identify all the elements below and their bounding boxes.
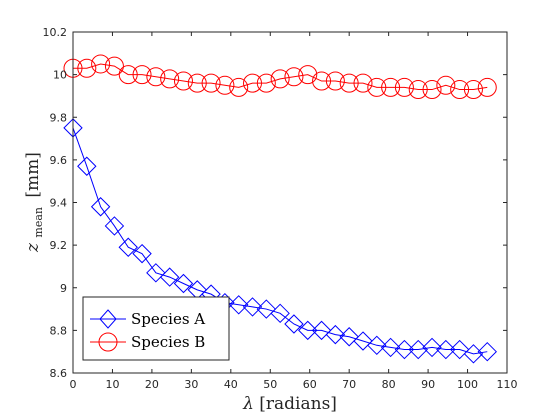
y-axis-subscript: mean	[32, 207, 45, 238]
data-point-species-b-17	[298, 65, 318, 85]
data-point-species-a-3	[104, 216, 125, 236]
x-tick-label-6: 60	[303, 378, 317, 391]
legend-box	[82, 296, 230, 361]
data-point-species-b-18	[312, 71, 332, 91]
data-point-species-b-7	[160, 69, 180, 89]
data-point-species-a-24	[394, 339, 415, 360]
data-point-species-b-16	[284, 67, 304, 87]
data-point-species-b-3	[104, 56, 124, 76]
series-layer	[63, 54, 497, 364]
data-point-species-a-22	[367, 335, 387, 356]
data-point-species-a-6	[146, 263, 166, 283]
data-point-species-a-13	[242, 297, 263, 317]
y-tick-label-2: 9	[60, 282, 67, 295]
data-point-species-a-18	[311, 320, 332, 341]
data-point-species-b-6	[146, 67, 166, 87]
x-tick-label-8: 80	[382, 378, 396, 391]
data-point-species-b-26	[422, 80, 442, 100]
data-point-species-b-13	[243, 73, 263, 93]
x-tick-label-2: 20	[145, 378, 159, 391]
data-point-species-a-1	[77, 156, 97, 176]
x-tick-label-4: 40	[224, 378, 238, 391]
x-tick-label-7: 70	[342, 378, 356, 391]
data-point-species-a-2	[90, 197, 111, 217]
data-point-species-a-30	[477, 341, 497, 362]
legend-marker-species-b	[98, 332, 118, 352]
x-tick-label-11: 110	[497, 378, 518, 391]
data-point-species-a-12	[229, 295, 249, 315]
data-point-species-b-5	[132, 65, 152, 85]
x-axis-label: λ [radians]	[242, 394, 337, 414]
data-point-species-b-25	[408, 80, 428, 100]
data-point-species-a-27	[436, 339, 456, 360]
data-point-species-b-1	[77, 58, 97, 78]
data-point-species-b-30	[477, 77, 497, 97]
x-axis-unit: [radians]	[259, 394, 337, 414]
x-tick-label-10: 100	[457, 378, 478, 391]
data-point-species-b-24	[394, 77, 414, 97]
data-point-species-a-21	[353, 331, 373, 351]
data-point-species-b-2	[91, 54, 111, 74]
data-point-species-b-21	[353, 73, 373, 93]
x-tick-label-9: 90	[421, 378, 435, 391]
x-tick-label-3: 30	[184, 378, 198, 391]
legend-label-species-a: Species A	[131, 310, 205, 328]
data-point-species-b-29	[463, 80, 483, 100]
data-point-species-b-11	[215, 75, 235, 95]
y-axis-label: z mean [mm]	[23, 152, 47, 253]
data-point-species-a-14	[256, 299, 277, 319]
series-line-species-b	[73, 63, 488, 91]
data-point-species-a-28	[449, 339, 470, 360]
data-point-species-a-26	[422, 337, 442, 358]
data-point-species-b-15	[270, 69, 290, 89]
y-tick-label-0: 8.6	[50, 367, 68, 380]
data-point-species-b-22	[367, 77, 387, 97]
data-point-species-a-7	[159, 267, 180, 287]
series-line-species-a	[72, 127, 488, 355]
legend-label-species-b: Species B	[131, 333, 205, 351]
y-tick-label-5: 9.6	[50, 154, 68, 167]
x-tick-label-1: 10	[105, 378, 119, 391]
data-point-species-b-19	[325, 71, 345, 91]
y-tick-label-7: 10	[53, 69, 67, 82]
x-tick-label-5: 50	[263, 378, 277, 391]
series-species-b	[63, 54, 497, 100]
legend: Species A Species B	[82, 296, 230, 361]
data-point-species-b-8	[173, 71, 193, 91]
y-tick-label-8: 10.2	[43, 26, 68, 39]
y-tick-label-6: 9.8	[50, 111, 68, 124]
data-point-species-a-4	[118, 237, 138, 257]
legend-marker-species-a	[99, 309, 117, 329]
data-point-species-b-12	[229, 77, 249, 97]
data-point-species-b-20	[339, 73, 359, 93]
data-point-species-a-8	[173, 273, 194, 294]
data-point-species-a-23	[380, 337, 401, 358]
y-axis-symbol: z	[23, 242, 43, 253]
data-point-species-a-20	[339, 327, 359, 347]
data-point-species-a-15	[270, 303, 290, 324]
x-axis-symbol: λ	[242, 394, 254, 414]
data-point-species-b-10	[201, 73, 221, 93]
data-point-species-b-14	[256, 73, 276, 93]
data-point-species-a-17	[298, 320, 318, 341]
y-tick-label-4: 9.4	[50, 197, 68, 210]
tick-layer: 0 10 20 30 40 50 60 70 80 90 100 110 8.6 8.8 9 9.2 9.4 9.…	[43, 26, 518, 391]
data-point-species-a-5	[132, 243, 152, 264]
x-tick-label-0: 0	[70, 378, 77, 391]
data-point-species-b-27	[436, 75, 456, 95]
y-tick-label-1: 8.8	[50, 324, 68, 337]
data-point-species-a-16	[284, 314, 304, 334]
y-axis-unit: [mm]	[23, 152, 43, 198]
data-point-species-b-28	[450, 80, 470, 100]
data-point-species-b-9	[187, 73, 207, 93]
data-point-species-b-23	[381, 77, 401, 97]
y-tick-label-3: 9.2	[50, 239, 68, 252]
data-point-species-a-19	[325, 324, 346, 345]
data-point-species-b-4	[118, 65, 138, 85]
